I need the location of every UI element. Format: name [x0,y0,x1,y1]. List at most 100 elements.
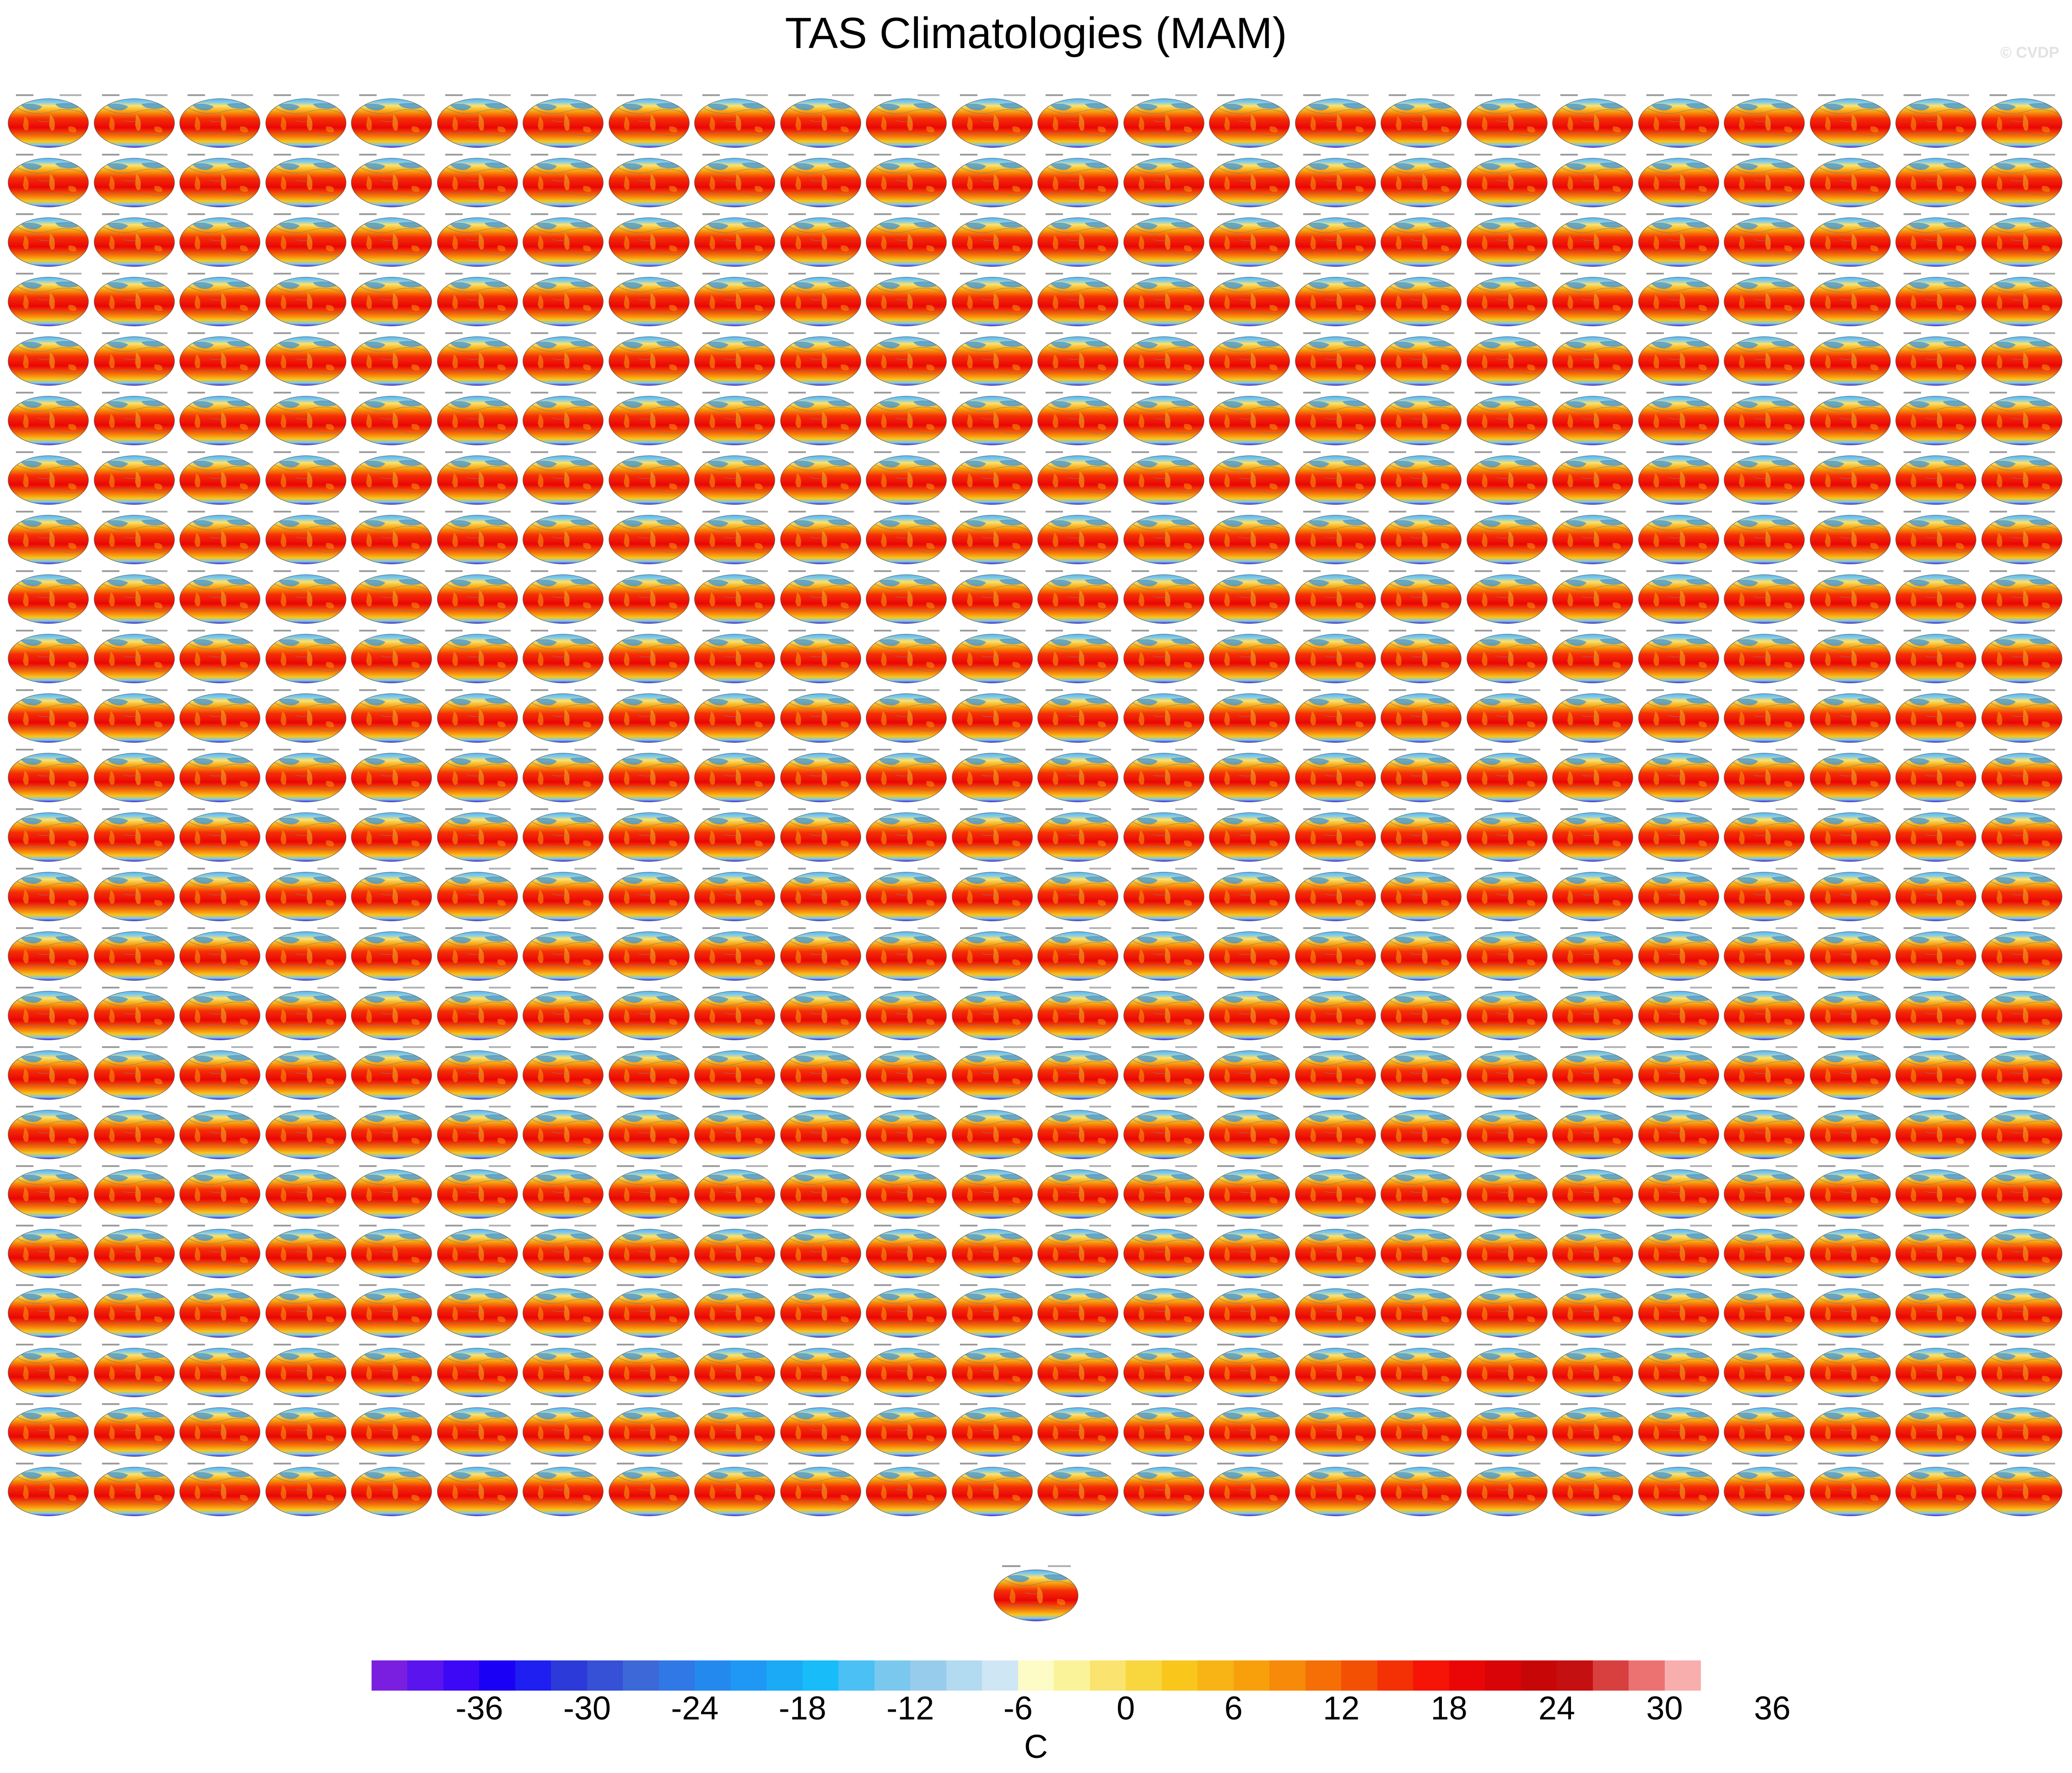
map-panel [779,154,863,211]
map-panel [436,868,519,925]
map-panel [264,511,348,568]
colorbar-swatch [1198,1660,1234,1691]
colorbar-swatch [946,1660,982,1691]
map-panel [1379,1463,1463,1520]
map-panel [1894,1165,1978,1223]
map-panel [607,1106,691,1163]
map-panel [1294,689,1377,747]
map-panel [693,273,777,330]
map-panel [178,154,262,211]
map-panel [521,1225,605,1282]
map-panel [1122,749,1206,806]
map-panel [264,749,348,806]
map-panel [1980,1106,2064,1163]
map-panel [521,154,605,211]
colorbar-tick-label: 24 [1538,1690,1576,1727]
map-panel [950,332,1034,390]
map-panel [779,1046,863,1104]
map-panel [521,868,605,925]
map-panel [350,1463,433,1520]
colorbar-swatch [1449,1660,1485,1691]
map-panel [1465,868,1549,925]
map-panel [693,1225,777,1282]
map-panel [1208,1344,1291,1401]
map-panel [1551,868,1635,925]
map-panel [264,1046,348,1104]
map-panel [1980,273,2064,330]
colorbar-swatch [766,1660,803,1691]
map-panel [864,154,948,211]
map-panel [178,1463,262,1520]
map-panel [1551,749,1635,806]
colorbar-swatch [1018,1660,1054,1691]
map-panel [950,749,1034,806]
map-panel [607,451,691,509]
colorbar-swatch [1592,1660,1629,1691]
map-panel [1980,749,2064,806]
map-panel [1980,392,2064,449]
map-panel [779,749,863,806]
map-panel [1894,1106,1978,1163]
map-panel [1894,511,1978,568]
map-panel [864,689,948,747]
map-panel [350,511,433,568]
map-panel [779,868,863,925]
map-panel [436,808,519,866]
map-panel [864,1165,948,1223]
map-panel [1808,213,1892,271]
map-panel [264,689,348,747]
map-panel [1637,868,1721,925]
map-panel [1551,392,1635,449]
map-panel [950,1403,1034,1461]
map-panel [1465,927,1549,985]
map-panel [1551,213,1635,271]
colorbar-swatch [1664,1660,1701,1691]
map-panel [950,1225,1034,1282]
map-panel [950,808,1034,866]
colorbar-swatch [551,1660,588,1691]
map-panel [607,94,691,152]
map-panel [950,511,1034,568]
map-panel [1208,927,1291,985]
map-panel [864,808,948,866]
map-panel [607,1225,691,1282]
map-panel [950,1344,1034,1401]
map-panel [350,392,433,449]
map-panel [264,392,348,449]
colorbar-tick-label: -24 [671,1690,719,1727]
map-panel [607,1403,691,1461]
map-panel [1722,689,1806,747]
map-panel [1379,213,1463,271]
map-panel [864,1225,948,1282]
map-panel [607,1046,691,1104]
map-panel [950,94,1034,152]
map-panel [436,273,519,330]
map-panel [1465,1165,1549,1223]
map-panel [264,1403,348,1461]
map-panel [693,749,777,806]
map-panel [1722,1284,1806,1342]
map-panel [1722,1403,1806,1461]
map-panel [779,1284,863,1342]
map-panel [1122,94,1206,152]
map-panel [178,94,262,152]
map-panel [436,213,519,271]
map-panel [92,749,176,806]
map-panel [779,94,863,152]
map-panel [521,1046,605,1104]
map-panel [693,392,777,449]
map-panel [1722,451,1806,509]
map-panel [92,1225,176,1282]
map-panel [864,630,948,687]
map-panel [264,1284,348,1342]
map-panel [1379,868,1463,925]
map-panel [1894,1403,1978,1461]
map-panel [264,332,348,390]
map-panel [1208,1403,1291,1461]
map-panel [779,451,863,509]
map-panel [1722,868,1806,925]
map-panel [1551,332,1635,390]
map-panel [1294,570,1377,628]
colorbar-swatch [695,1660,731,1691]
map-panel [1808,273,1892,330]
